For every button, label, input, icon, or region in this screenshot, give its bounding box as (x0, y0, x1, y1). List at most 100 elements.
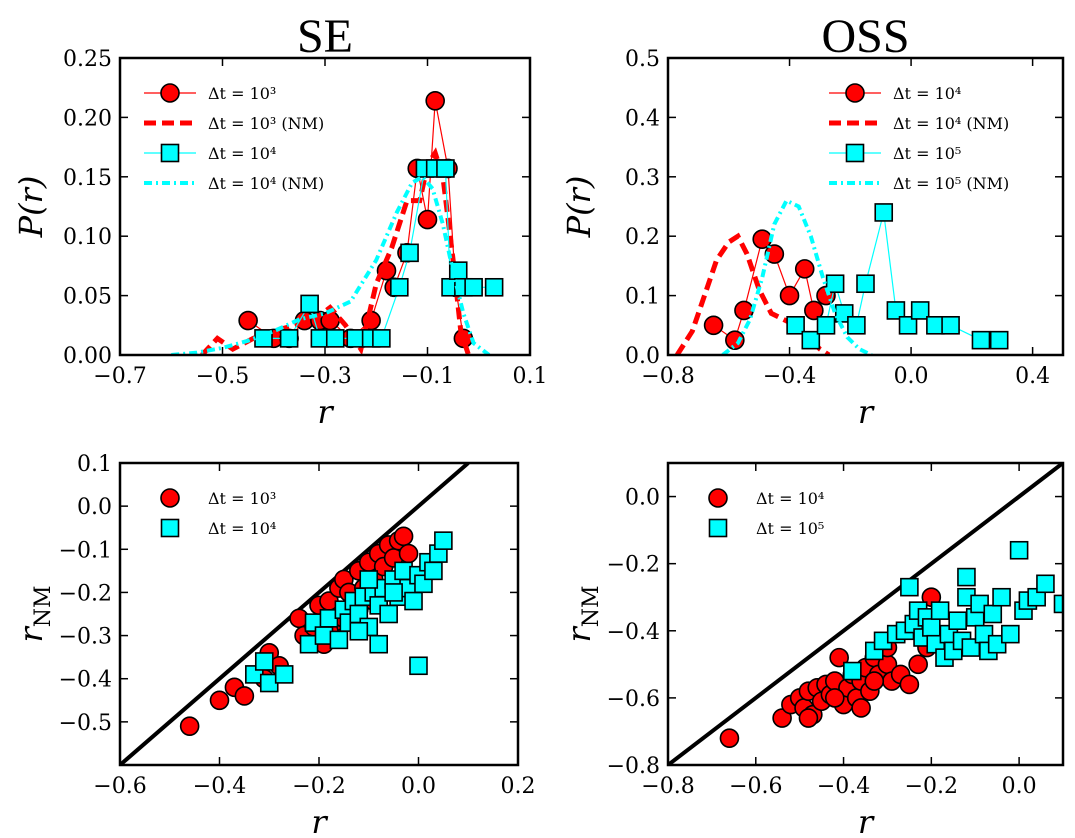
data-point (798, 708, 819, 728)
series-1 (843, 540, 1063, 681)
x-tick-label: 0.4 (1015, 364, 1050, 389)
data-point (824, 688, 845, 708)
series-1 (245, 531, 453, 693)
y-tick-label: −0.2 (607, 553, 660, 578)
legend-entry-label: Δt = 10⁴ (208, 144, 276, 163)
data-point (209, 690, 230, 711)
data-point (1009, 540, 1029, 560)
y-tick-label: 0.0 (625, 344, 660, 369)
legend-entry-label: Δt = 10⁴ (893, 84, 961, 103)
identity-line (668, 463, 1063, 765)
legend-swatch-marker (708, 518, 728, 538)
x-tick-label: −0.8 (641, 774, 694, 799)
y-axis-label: rNM (560, 585, 604, 642)
plot-area (668, 463, 1063, 765)
data-point (948, 611, 967, 631)
data-point (992, 587, 1011, 607)
series-2 (786, 203, 1009, 350)
panel-oss-distribution: OSS −0.8 −0.4 0.0 0.4 0.0 0.1 0.2 0.3 0.4 0.5 r P(r)… (560, 10, 1065, 431)
data-point (254, 652, 274, 671)
data-point (779, 285, 800, 306)
data-point (971, 330, 991, 350)
legend-entry-label: Δt = 10⁴ (NM) (893, 114, 1009, 133)
data-point (719, 728, 740, 748)
y-tick-label: −0.3 (59, 625, 112, 650)
x-axis-label: r (317, 393, 334, 431)
data-point (369, 634, 389, 654)
series-3 (721, 197, 873, 355)
y-tick-label: 0.4 (625, 106, 660, 131)
y-tick-label: −0.5 (59, 711, 112, 736)
x-tick-label: −0.4 (817, 774, 870, 799)
legend-entry-label: Δt = 10⁴ (208, 519, 276, 538)
plot-area (674, 197, 1009, 355)
data-point (772, 708, 792, 728)
x-tick-label: −0.4 (193, 774, 246, 799)
series-line (721, 197, 873, 355)
data-point (234, 686, 255, 706)
data-point (930, 601, 950, 620)
data-point (424, 561, 443, 581)
axes-frame (666, 56, 1065, 357)
y-tick-label: 0.0 (625, 486, 660, 511)
x-tick-label: −0.1 (401, 364, 454, 389)
legend-entry-label: Δt = 10³ (NM) (208, 114, 324, 133)
data-point (786, 315, 805, 335)
y-axis-label: P(r) (12, 176, 50, 239)
legend-swatch-marker (160, 488, 180, 508)
data-point (886, 301, 906, 320)
data-point (752, 229, 772, 249)
x-tick-label: 0.2 (501, 774, 536, 799)
data-point (908, 654, 928, 675)
data-point (1036, 574, 1055, 594)
data-point (1053, 594, 1063, 614)
data-point (325, 329, 345, 348)
data-point (254, 329, 273, 348)
y-tick-label: 0.1 (77, 452, 112, 477)
legend-swatch-marker (160, 143, 180, 163)
panel-title: OSS (821, 10, 909, 63)
data-point (390, 277, 409, 297)
data-point (764, 244, 785, 264)
y-axis-label: P(r) (560, 176, 598, 239)
legend: Δt = 10³ Δt = 10³ (NM) Δt = 10⁴ Δt = 10⁴ (N… (144, 83, 324, 193)
data-point (703, 315, 724, 336)
y-tick-label: 0.10 (63, 225, 112, 250)
legend-swatch-marker (708, 488, 728, 508)
data-point (393, 526, 414, 547)
data-point (1001, 624, 1020, 644)
legend-swatch-marker (160, 83, 180, 103)
y-tick-label: 0.05 (63, 285, 112, 310)
y-tick-label: −0.6 (607, 687, 660, 712)
series-0 (179, 526, 419, 736)
data-point (300, 294, 319, 314)
y-tick-label: 0.0 (77, 495, 112, 520)
data-point (725, 330, 745, 350)
data-point (346, 329, 366, 348)
data-point (372, 329, 391, 348)
x-axis-label: r (311, 803, 328, 838)
legend-entry-label: Δt = 10⁵ (893, 144, 961, 163)
data-point (957, 567, 976, 587)
data-point (900, 577, 919, 597)
data-point (238, 310, 258, 331)
y-axis-label: rNM (12, 585, 56, 642)
x-tick-label: 0.0 (401, 774, 436, 799)
data-point (941, 315, 960, 335)
data-point (464, 277, 483, 297)
series-0 (719, 587, 942, 748)
data-point (856, 274, 875, 294)
series-2 (254, 159, 504, 348)
data-point (417, 209, 438, 230)
data-point (384, 583, 403, 602)
data-point (320, 310, 340, 331)
y-tick-label: 0.2 (625, 225, 660, 250)
data-point (484, 277, 504, 297)
data-point (801, 330, 821, 350)
x-axis-label: r (858, 393, 875, 431)
data-point (359, 570, 379, 589)
plot-area (171, 90, 504, 355)
data-point (179, 716, 200, 736)
data-point (983, 604, 1003, 624)
